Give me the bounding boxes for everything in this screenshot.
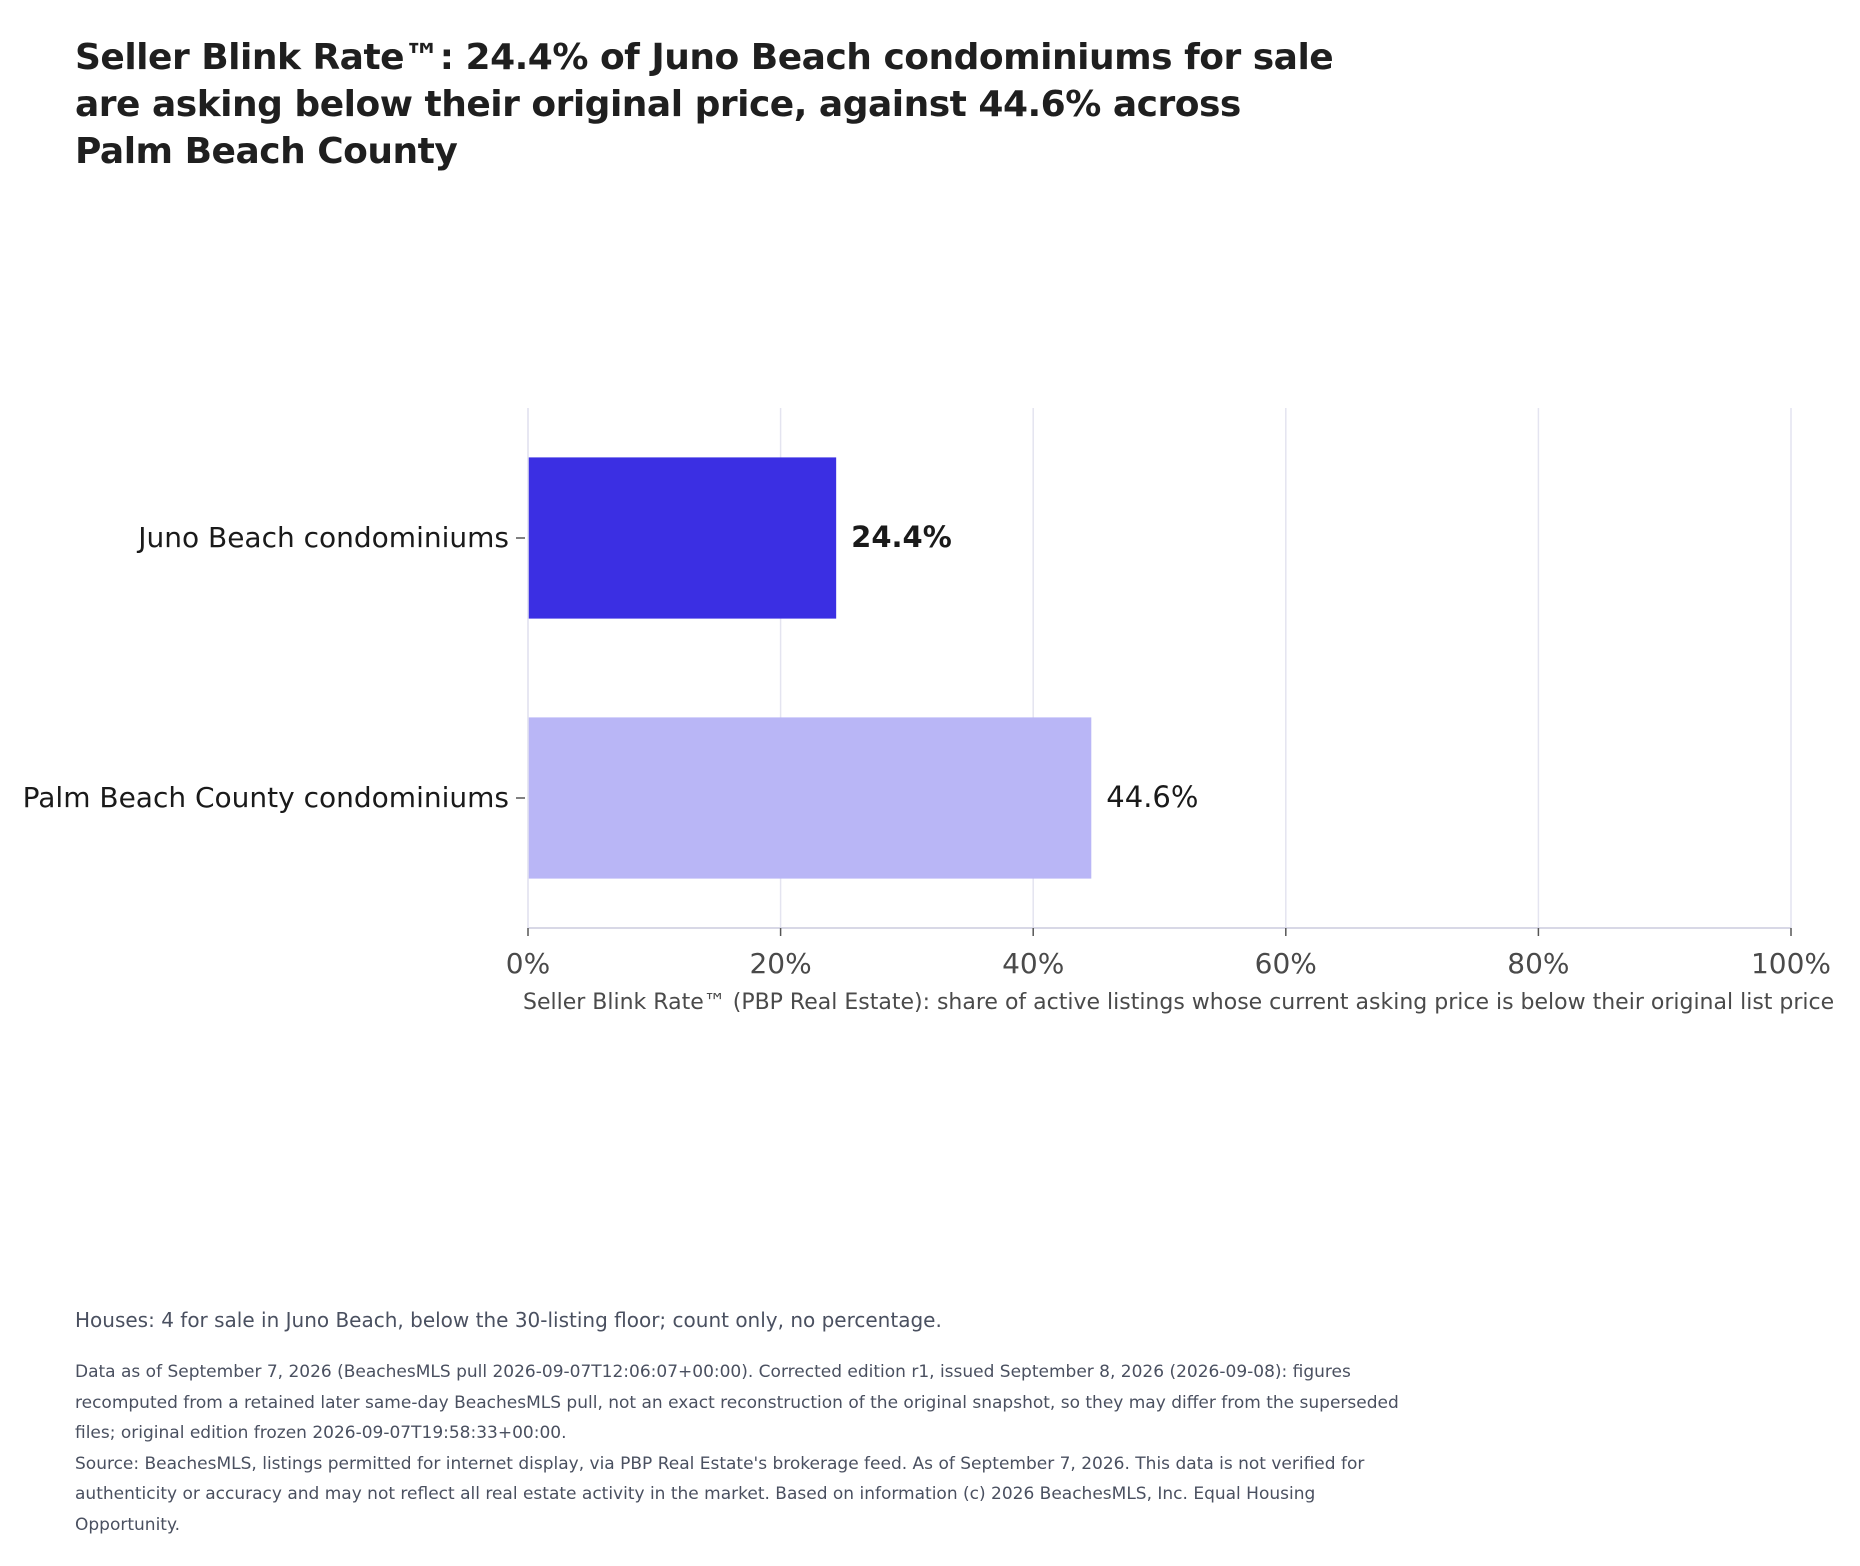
data-label-1: 24.4% — [851, 520, 952, 554]
bar-1 — [528, 457, 837, 619]
x-tick-label-0: 0% — [506, 947, 550, 980]
footnotes: Data as of September 7, 2026 (BeachesMLS… — [75, 1357, 1420, 1540]
x-tick-label-3: 60% — [1255, 947, 1317, 980]
bar-chart: 0% 20% 40% 60% 80% 100% Seller Blink Rate™ (PB… — [23, 408, 1835, 1015]
labels: 0% 20% 40% 60% 80% 100% Seller Blink Rate™ (PB… — [23, 520, 1835, 1015]
category-label-2: Palm Beach County condominiums — [23, 781, 509, 814]
chart-title: Seller Blink Rate™: 24.4% of Juno Beach … — [75, 37, 1334, 172]
x-tick-label-2: 40% — [1002, 947, 1064, 980]
houses-note: Houses: 4 for sale in Juno Beach, below … — [75, 1308, 942, 1332]
x-axis-title: Seller Blink Rate™ (PBP Real Estate): sh… — [523, 990, 1834, 1015]
data-as-of-note: Data as of September 7, 2026 (BeachesMLS… — [75, 1362, 1399, 1443]
axes — [516, 408, 1792, 936]
x-tick-label-5: 100% — [1751, 947, 1831, 980]
category-label-1: Juno Beach condominiums — [136, 521, 509, 554]
source-note: Source: BeachesMLS, listings permitted f… — [75, 1453, 1365, 1535]
x-tick-label-1: 20% — [749, 947, 811, 980]
data-label-2: 44.6% — [1106, 780, 1198, 814]
bar-2 — [528, 717, 1092, 879]
x-tick-label-4: 80% — [1507, 947, 1569, 980]
bars — [528, 457, 1092, 879]
